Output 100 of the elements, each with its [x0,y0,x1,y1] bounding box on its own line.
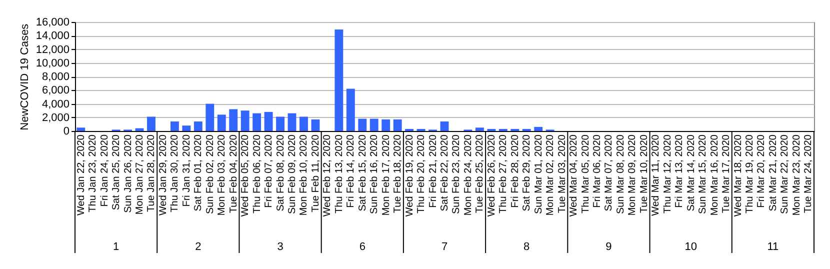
x-tick-label: Thu Feb 06, 2020 [252,134,263,214]
x-tick-label: Thu Feb 20, 2020 [416,134,428,214]
x-tick-label: Tue Mar 10, 2020 [638,134,650,214]
x-tick-label: Sat Mar 14, 2020 [686,134,697,212]
x-tick-label: Thu Feb 13, 2020 [334,134,345,214]
x-tick-label: Wed Feb 05, 2020 [240,134,252,217]
x-tick-label: Sat Mar 21, 2020 [768,134,779,212]
x-tick-label: Tue Mar 03, 2020 [556,134,568,214]
x-tick-label: Sun Mar 22, 2020 [780,134,791,214]
bar [182,126,191,131]
x-tick-label: Mon Feb 10, 2020 [298,134,310,216]
x-tick-label: Tue Jan 28, 2020 [146,134,158,212]
x-tick-label: Wed Mar 18, 2020 [732,134,744,217]
x-tick-label: Wed Jan 29, 2020 [158,134,169,216]
bar [264,112,273,131]
x-tick-label: Fri Jan 31, 2020 [181,134,192,207]
y-tick-label: 0 [63,126,70,138]
y-tick-label: 12,000 [36,44,70,56]
x-tick-label: Mon Feb 24, 2020 [462,134,474,216]
x-tick-label: Wed Feb 19, 2020 [404,134,416,217]
x-tick-label: Fri Mar 20, 2020 [756,134,768,208]
x-tick-label: Sun Feb 02, 2020 [204,134,216,214]
x-tick-label: Sat Feb 15, 2020 [357,134,368,212]
bar [440,121,449,131]
x-tick-label: Tue Feb 18, 2020 [392,134,404,214]
bar [534,126,543,131]
x-tick-label: Sat Feb 01, 2020 [193,134,204,212]
x-tick-label: Tue Feb 25, 2020 [474,134,486,214]
text: 7 [441,241,448,253]
x-tick-label: Sat Feb 22, 2020 [440,134,450,212]
x-tick-label: Thu Jan 30, 2020 [170,134,181,212]
y-axis-title: NewCOVID 19 Cases [18,23,31,130]
x-tick-label: Sat Jan 25, 2020 [111,134,122,210]
bar [170,121,179,131]
y-tick-label: 6,000 [42,84,70,97]
bar [217,114,226,131]
x-tick-label: Sun Feb 16, 2020 [369,134,380,214]
x-tick-label: Mon Feb 03, 2020 [216,134,228,216]
x-tick-label: Tue Feb 04, 2020 [228,134,240,214]
text: 10 [684,241,697,253]
x-tick-label: Sat Mar 07, 2020 [604,134,615,212]
x-tick-label: Fri Jan 24, 2020 [99,134,110,207]
y-tick-label: 16,000 [36,16,70,28]
x-tick-label: Thu Jan 23, 2020 [88,134,99,212]
x-tick-label: Wed Mar 11, 2020 [650,134,662,216]
x-tick-label: Sun Feb 09, 2020 [287,134,298,214]
y-tick-label: 4,000 [42,98,70,110]
text: 1 [112,241,120,253]
bar [334,29,344,131]
bar [370,118,378,131]
x-tick-label: Sun Mar 15, 2020 [698,134,709,214]
bar [206,104,214,131]
bar [76,128,86,131]
bar [147,116,156,131]
y-tick-label: 10,000 [36,57,70,70]
x-tick-label: Thu Mar 12, 2020 [662,134,674,214]
text: 2 [195,241,202,253]
x-tick-label: Thu Mar 05, 2020 [580,134,592,214]
x-tick-label: Sun Mar 01, 2020 [533,134,544,214]
bar [240,110,250,131]
x-tick-label: Fri Mar 13, 2020 [674,134,686,208]
bar [229,109,238,131]
x-tick-label: Wed Feb 12, 2020 [322,134,334,217]
y-tick-label: 14,000 [36,30,70,42]
x-tick-label: Sun Mar 08, 2020 [615,134,626,214]
bar [276,116,284,131]
x-tick-label: Fri Feb 14, 2020 [346,134,357,208]
bar [252,113,262,131]
x-tick-label: Mon Mar 16, 2020 [709,134,720,216]
x-tick-label: Wed Feb 26, 2020 [486,134,498,217]
x-tick-label: Sun Feb 23, 2020 [451,134,462,214]
x-tick-label: Sat Feb 29, 2020 [522,134,533,212]
x-tick-label: Thu Mar 19, 2020 [744,134,756,214]
text: 11 [767,241,779,253]
x-tick-label: Fri Feb 21, 2020 [428,134,439,208]
bar [346,88,355,131]
x-tick-label: Wed Jan 22, 2020 [76,134,87,216]
bar [393,119,402,131]
text: 3 [277,241,284,253]
bar [382,119,390,131]
x-tick-label: Fri Feb 28, 2020 [510,134,521,208]
bar [194,121,202,131]
text: 6 [359,241,366,253]
x-tick-label: Mon Jan 27, 2020 [134,134,146,215]
x-tick-label: Thu Feb 27, 2020 [498,134,510,214]
x-tick-label: Tue Mar 17, 2020 [721,134,732,214]
x-tick-label: Mon Mar 23, 2020 [791,134,802,216]
y-tick-label: 8,000 [42,71,70,83]
x-tick-label: Fri Mar 06, 2020 [592,134,603,208]
x-tick-label: Tue Feb 11, 2020 [310,134,322,212]
x-tick-label: Mon Mar 09, 2020 [627,134,638,216]
bar [358,118,367,131]
bar [300,116,308,131]
bar [311,119,320,131]
text: 9 [606,241,612,253]
text: 8 [524,241,530,253]
y-tick-label: 2,000 [42,112,70,124]
x-tick-label: Mon Feb 17, 2020 [380,134,392,216]
x-tick-label: Wed Mar 04, 2020 [568,134,580,217]
x-tick-label: Sun Jan 26, 2020 [122,134,134,213]
